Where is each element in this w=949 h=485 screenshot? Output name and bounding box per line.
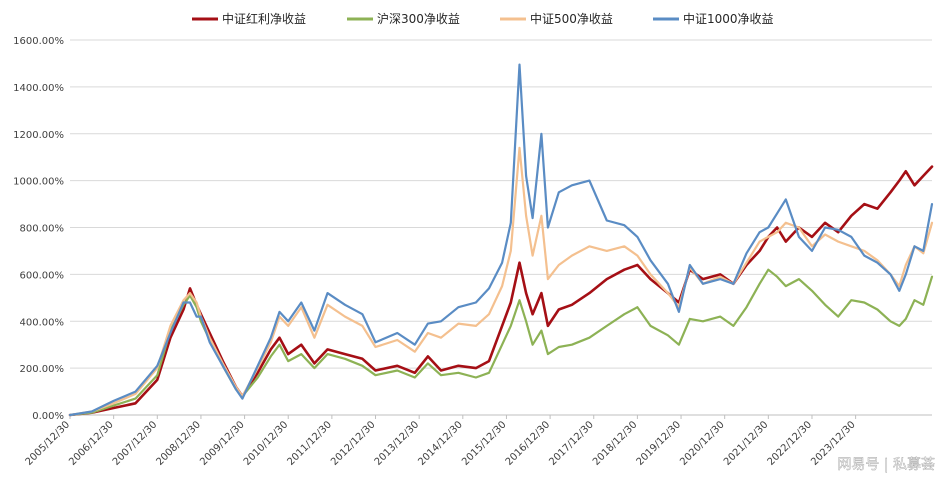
y-axis-tick-labels: 0.00% 200.00% 400.00% 600.00% 800.00% 1000.00…	[13, 36, 64, 422]
legend-label-1: 中证红利净收益	[222, 11, 306, 26]
x-tick-label: 2012/12/30	[329, 419, 378, 468]
x-tick-label: 2009/12/30	[198, 419, 247, 468]
x-tick-label: 2008/12/30	[155, 419, 204, 468]
x-tick-label: 2010/12/30	[242, 419, 291, 468]
x-tick-label: 2016/12/30	[504, 419, 553, 468]
legend-label-3: 中证500净收益	[530, 11, 613, 26]
series-line-2	[68, 268, 934, 417]
y-tick-label: 1400.00%	[13, 83, 64, 94]
legend-label-2: 沪深300净收益	[377, 12, 460, 26]
x-tick-label: 2022/12/30	[766, 419, 815, 468]
watermark-text: 网易号 | 私募荟	[837, 456, 935, 473]
series-line-3	[68, 146, 934, 417]
series-lines	[68, 63, 934, 417]
x-tick-label: 2011/12/30	[285, 419, 334, 468]
y-tick-label: 1200.00%	[13, 130, 64, 141]
y-tick-label: 200.00%	[20, 364, 65, 375]
y-tick-label: 1000.00%	[13, 177, 64, 188]
x-tick-label: 2006/12/30	[67, 419, 116, 468]
x-tick-label: 2018/12/30	[591, 419, 640, 468]
y-tick-label: 0.00%	[32, 411, 64, 422]
x-tick-label: 2007/12/30	[111, 419, 160, 468]
x-axis: 2005/12/302006/12/302007/12/302008/12/30…	[24, 414, 932, 468]
legend-label-4: 中证1000净收益	[683, 11, 774, 26]
legend: 中证红利净收益 沪深300净收益 中证500净收益 中证1000净收益	[192, 11, 774, 26]
x-tick-label: 2017/12/30	[547, 419, 596, 468]
y-tick-label: 600.00%	[20, 270, 65, 281]
y-tick-label: 400.00%	[20, 317, 65, 328]
x-tick-label: 2020/12/30	[678, 419, 727, 468]
gridlines	[70, 39, 932, 369]
x-tick-label: 2005/12/30	[24, 419, 73, 468]
y-tick-label: 1600.00%	[13, 36, 64, 47]
x-tick-label: 2019/12/30	[635, 419, 684, 468]
x-tick-label: 2013/12/30	[373, 419, 422, 468]
x-tick-label: 2021/12/30	[722, 419, 771, 468]
x-tick-label: 2014/12/30	[416, 419, 465, 468]
y-tick-label: 800.00%	[20, 224, 65, 235]
series-line-4	[68, 63, 934, 417]
x-tick-label: 2015/12/30	[460, 419, 509, 468]
